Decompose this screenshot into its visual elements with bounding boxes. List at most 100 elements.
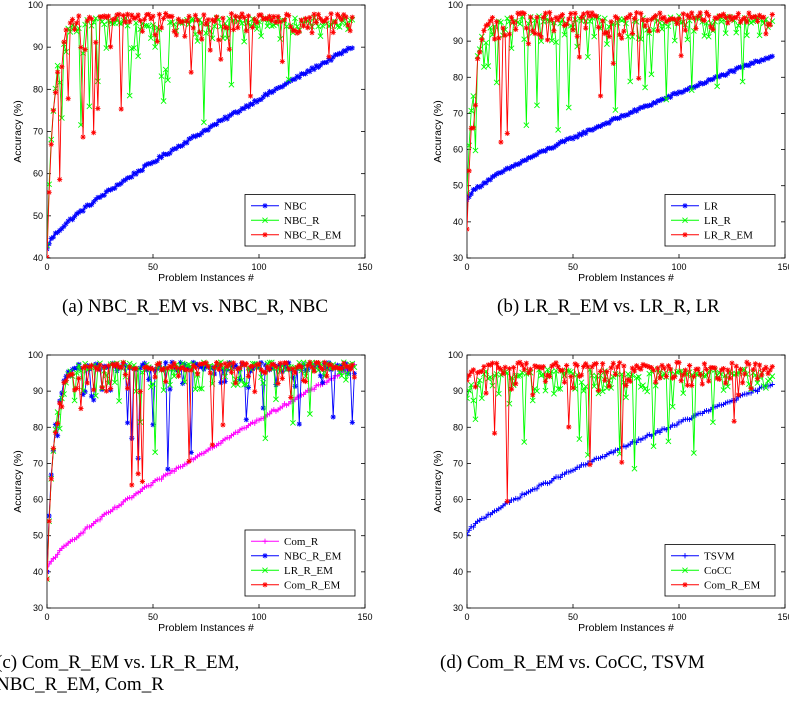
series-2-point-53 bbox=[576, 373, 582, 379]
series-1-point-27 bbox=[521, 439, 528, 445]
series-0-point-113 bbox=[703, 79, 710, 85]
series-2-point-65 bbox=[602, 377, 608, 383]
series-3-point-83 bbox=[220, 422, 226, 428]
series-1-point-21 bbox=[508, 45, 515, 52]
series-2-point-54 bbox=[158, 25, 165, 31]
series-3-point-58 bbox=[167, 363, 173, 369]
series-2-point-137 bbox=[334, 11, 341, 17]
series-1-point-37 bbox=[542, 387, 549, 394]
series-0-point-124 bbox=[307, 68, 313, 75]
series-2-point-136 bbox=[332, 19, 338, 25]
series-2-point-1 bbox=[467, 372, 472, 379]
series-1-point-56 bbox=[582, 383, 589, 390]
series-2-point-99 bbox=[674, 21, 680, 27]
series-2-point-40 bbox=[549, 363, 555, 369]
series-0-point-7 bbox=[479, 183, 485, 189]
series-2-point-135 bbox=[330, 29, 336, 36]
y-tick-label-7: 100 bbox=[448, 0, 463, 10]
series-2-point-65 bbox=[182, 33, 188, 39]
series-2-point-18 bbox=[502, 364, 508, 370]
series-2-point-33 bbox=[534, 14, 540, 20]
series-2-point-93 bbox=[241, 14, 247, 21]
series-2-point-86 bbox=[646, 364, 652, 370]
y-tick-label-6: 90 bbox=[33, 386, 43, 396]
series-1-point-43 bbox=[555, 126, 562, 133]
series-2-point-28 bbox=[523, 25, 529, 31]
series-0-point-4 bbox=[52, 554, 59, 560]
series-3-point-31 bbox=[110, 361, 116, 367]
series-2-point-63 bbox=[177, 19, 184, 25]
series-1-point-41 bbox=[131, 45, 137, 51]
series-3-point-84 bbox=[222, 361, 228, 367]
series-0-point-6 bbox=[57, 227, 63, 234]
series-0-point-40 bbox=[129, 174, 135, 180]
series-2-point-45 bbox=[139, 28, 145, 34]
series-2-point-129 bbox=[317, 16, 324, 22]
x-tick-label-0: 0 bbox=[464, 612, 469, 622]
series-1-point-121 bbox=[720, 387, 727, 394]
series-2-point-34 bbox=[536, 364, 542, 370]
series-1-point-60 bbox=[591, 33, 598, 40]
series-2-point-85 bbox=[644, 17, 650, 23]
series-0-point-11 bbox=[67, 216, 73, 222]
series-0-point-45 bbox=[139, 167, 145, 173]
series-1-point-56 bbox=[163, 360, 169, 366]
series-1-point-137 bbox=[754, 380, 761, 387]
series-2-point-101 bbox=[258, 374, 265, 381]
series-2-point-56 bbox=[583, 361, 589, 367]
series-1-point-66 bbox=[604, 41, 610, 47]
series-2-point-79 bbox=[631, 368, 638, 374]
series-2-point-79 bbox=[211, 18, 218, 25]
series-2-point-107 bbox=[691, 15, 697, 21]
series-3-point-52 bbox=[154, 361, 160, 368]
series-1-point-125 bbox=[309, 23, 315, 30]
series-2-point-28 bbox=[523, 360, 529, 366]
series-2-point-26 bbox=[99, 14, 105, 20]
series-2-point-103 bbox=[682, 27, 688, 33]
series-1-point-21 bbox=[88, 393, 95, 399]
series-3-point-139 bbox=[339, 365, 345, 372]
series-3-point-57 bbox=[165, 365, 171, 371]
y-tick-label-1: 40 bbox=[453, 567, 463, 577]
series-0-point-96 bbox=[667, 94, 674, 100]
series-3-point-46 bbox=[141, 365, 148, 371]
series-2-point-84 bbox=[222, 24, 228, 30]
series-0-point-144 bbox=[349, 45, 355, 51]
series-1-point-4 bbox=[52, 422, 59, 428]
series-0-point-11 bbox=[487, 177, 493, 183]
series-2-point-72 bbox=[196, 385, 203, 392]
series-1-point-53 bbox=[576, 436, 583, 442]
series-2-point-123 bbox=[725, 20, 731, 26]
series-2-point-82 bbox=[638, 10, 644, 16]
series-0-point-93 bbox=[661, 96, 667, 102]
series-2-point-68 bbox=[608, 19, 614, 25]
series-2-point-23 bbox=[93, 39, 99, 45]
series-0-point-30 bbox=[108, 187, 114, 193]
series-0-point-5 bbox=[55, 551, 61, 557]
series-1-point-141 bbox=[343, 361, 349, 367]
x-tick-label-2: 100 bbox=[251, 262, 266, 272]
series-2-point-12 bbox=[69, 16, 76, 22]
series-2-point-89 bbox=[233, 13, 239, 19]
series-1-point-107 bbox=[690, 450, 697, 456]
series-2-point-131 bbox=[742, 15, 748, 21]
series-3-point-43 bbox=[135, 471, 141, 477]
y-tick-label-2: 50 bbox=[453, 181, 463, 191]
series-2-point-103 bbox=[262, 435, 269, 442]
y-tick-label-4: 70 bbox=[33, 458, 43, 468]
series-2-point-21 bbox=[88, 16, 95, 22]
series-3-point-65 bbox=[182, 366, 188, 373]
series-3-point-88 bbox=[230, 360, 237, 366]
series-2-point-44 bbox=[557, 13, 563, 20]
series-2-point-100 bbox=[676, 16, 682, 22]
series-2-point-101 bbox=[258, 12, 264, 18]
series-2-point-96 bbox=[247, 93, 254, 99]
series-2-point-110 bbox=[697, 10, 703, 16]
series-2-point-92 bbox=[239, 11, 245, 17]
series-1-point-96 bbox=[247, 368, 254, 374]
series-2-point-59 bbox=[169, 13, 175, 19]
series-3-point-33 bbox=[114, 361, 120, 367]
series-2-point-72 bbox=[617, 32, 623, 38]
series-1-point-16 bbox=[498, 19, 504, 26]
series-2-point-86 bbox=[226, 46, 232, 52]
